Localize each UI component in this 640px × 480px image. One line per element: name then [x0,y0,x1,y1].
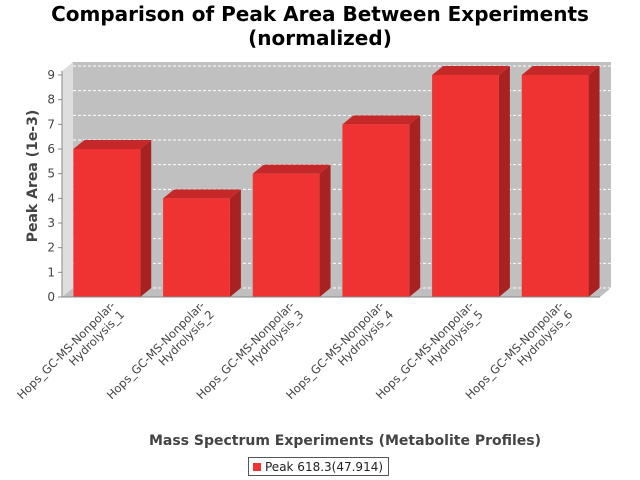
bar [432,66,510,297]
bar-side [319,164,331,297]
chart-title-line-1: Comparison of Peak Area Between Experime… [51,2,589,26]
bar-side [409,115,421,297]
y-tick-label: 5 [47,167,55,181]
bars [73,66,600,297]
chart-title: Comparison of Peak Area Between Experime… [0,2,640,50]
x-axis-title: Mass Spectrum Experiments (Metabolite Pr… [149,433,541,449]
bar-front [521,75,589,297]
bar-top [521,66,600,75]
y-tick-label: 4 [47,191,55,205]
bar [163,189,241,297]
bar-top [252,164,331,174]
bar-side [229,189,241,297]
bar-front [342,124,410,297]
bar [342,115,421,297]
plot-back-wall [73,62,611,288]
bar [521,66,600,297]
y-tick-label: 1 [47,265,55,279]
bar-front [252,173,320,297]
legend-swatch [253,462,261,471]
bar-top [342,115,421,125]
bar-front [163,198,230,297]
y-tick-label: 8 [47,93,55,107]
legend: Peak 618.3(47.914) [248,457,390,476]
bar-top [432,66,510,75]
y-tick-label: 9 [47,68,55,82]
bar [252,164,331,297]
y-tick-label: 6 [47,142,55,156]
y-tick-label: 0 [47,290,55,304]
x-tick-label-line: Hops_GC-MS-Nonpolar- [14,298,118,402]
bar-side [588,66,600,297]
y-axis-title: Peak Area (1e-3) [25,110,41,243]
legend-label: Peak 618.3(47.914) [265,459,384,474]
bar-top [73,140,152,149]
chart-title-line-2: (normalized) [248,26,392,50]
bar-side [498,66,510,297]
y-tick-label: 7 [47,117,55,131]
bar-top [163,189,241,199]
y-tick-label: 2 [47,241,55,255]
plot-left-wall [62,62,73,297]
bar [73,140,152,297]
bar-side [140,140,152,297]
bar-front [73,149,141,297]
y-tick-label: 3 [47,216,55,230]
bar-front [432,75,499,297]
